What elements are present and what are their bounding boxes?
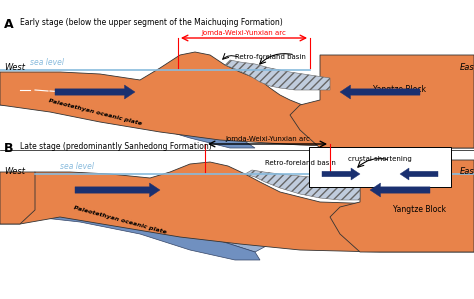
Polygon shape — [225, 60, 330, 90]
Polygon shape — [75, 183, 160, 197]
Polygon shape — [400, 168, 438, 180]
Text: Late stage (predominantly Sanhedong Formation): Late stage (predominantly Sanhedong Form… — [20, 142, 212, 151]
Text: Yangtze Block: Yangtze Block — [374, 86, 427, 94]
Polygon shape — [35, 212, 260, 260]
Polygon shape — [245, 170, 360, 200]
Text: Jomda-Weixi-Yunxian arc: Jomda-Weixi-Yunxian arc — [201, 30, 286, 36]
Polygon shape — [35, 207, 270, 252]
Text: East: East — [460, 167, 474, 176]
Text: Retro-foreland basin: Retro-foreland basin — [264, 160, 336, 166]
Polygon shape — [290, 55, 474, 148]
Text: Retro-foreland basin: Retro-foreland basin — [235, 54, 305, 60]
Polygon shape — [330, 160, 474, 252]
Text: crustal shortening: crustal shortening — [348, 156, 412, 162]
Text: Paleotethyan oceanic plate: Paleotethyan oceanic plate — [73, 205, 167, 235]
Polygon shape — [0, 90, 250, 138]
Text: sea level: sea level — [30, 58, 64, 67]
Text: East: East — [460, 63, 474, 72]
FancyBboxPatch shape — [309, 147, 451, 187]
Text: B: B — [4, 142, 13, 155]
Polygon shape — [0, 52, 474, 148]
Text: A: A — [4, 18, 14, 31]
Text: West: West — [4, 167, 25, 176]
Polygon shape — [0, 162, 474, 252]
Polygon shape — [322, 168, 360, 180]
Text: Early stage (below the upper segment of the Maichuqing Formation): Early stage (below the upper segment of … — [20, 18, 283, 27]
Text: Paleotethyan oceanic plate: Paleotethyan oceanic plate — [48, 98, 142, 126]
Text: Jomda-Weixi-Yunxian arc: Jomda-Weixi-Yunxian arc — [225, 136, 310, 142]
Polygon shape — [0, 172, 35, 224]
Polygon shape — [340, 85, 420, 99]
Polygon shape — [55, 85, 135, 99]
Text: sea level: sea level — [60, 162, 94, 171]
Polygon shape — [370, 183, 430, 197]
Polygon shape — [0, 98, 255, 148]
Text: Yangtze Block: Yangtze Block — [393, 205, 447, 214]
Text: West: West — [4, 63, 25, 72]
